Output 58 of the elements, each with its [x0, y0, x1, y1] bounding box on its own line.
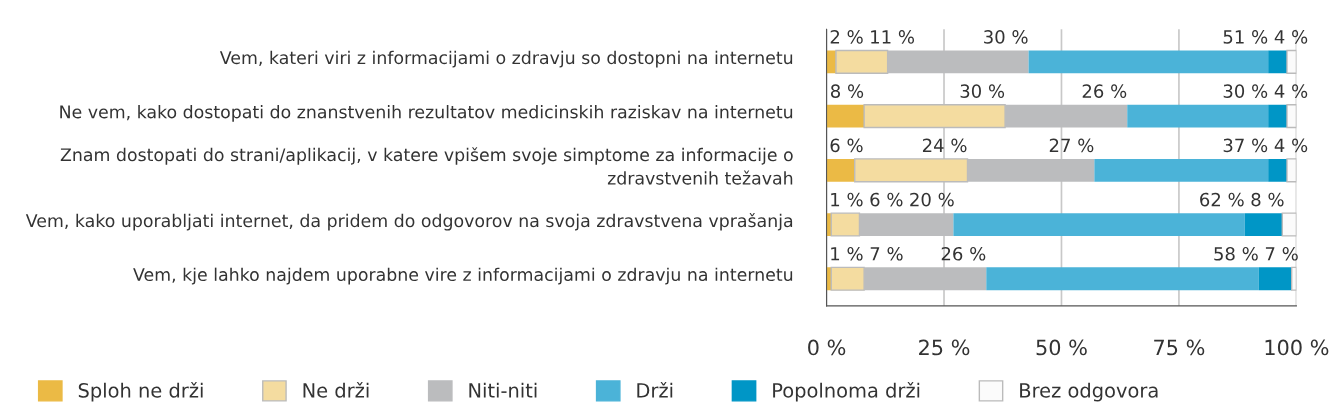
legend-label: Ne drži: [303, 381, 369, 398]
x-tick-label: 50 %: [1036, 339, 1087, 356]
legend-label: Niti-niti: [469, 382, 537, 398]
data-label: 51 %: [1223, 30, 1268, 44]
bar: [1094, 158, 1269, 182]
bar: [1286, 158, 1297, 183]
data-label: 4 %: [1274, 138, 1308, 153]
bar: [1028, 50, 1269, 74]
data-label: 1 %: [831, 246, 863, 261]
y-tick-label: Znam dostopati do strani/aplikacij, v katere vpišem svoje simptome za informacije o zdravstvenih težavah: [60, 147, 793, 185]
data-label: 1 %: [831, 192, 863, 207]
data-label: 6 %: [830, 138, 863, 153]
data-label: 6 %: [870, 192, 903, 207]
bar: [1281, 212, 1297, 237]
legend-label: Popolnoma drži: [773, 381, 920, 402]
bar: [1268, 158, 1287, 182]
x-tick-label: 0 %: [808, 339, 846, 356]
data-label: 58 %: [1214, 246, 1258, 261]
legend-label: Brez odgovora: [1020, 382, 1158, 402]
data-label: 26 %: [1082, 84, 1127, 98]
bar: [1286, 104, 1297, 129]
data-label: 24 %: [922, 138, 967, 153]
data-label: 62 %: [1200, 192, 1244, 207]
data-label: 8 %: [830, 84, 864, 98]
bar: [826, 104, 865, 128]
bar: [826, 158, 855, 182]
y-tick-label: Vem, kje lahko najdem uporabne vire z informacijami o zdravju na internetu: [133, 267, 793, 285]
data-label: 4 %: [1274, 84, 1308, 98]
y-tick-label: Ne vem, kako dostopati do znanstvenih rezultatov medicinskih raziskav na internetu: [60, 104, 793, 122]
x-tick-label: 100 %: [1265, 339, 1329, 356]
data-label: 4 %: [1274, 30, 1308, 44]
data-label: 30 %: [960, 84, 1005, 98]
data-label: 30 %: [984, 30, 1028, 44]
y-tick-label: Vem, kateri viri z informacijami o zdravju so dostopni na internetu: [219, 50, 793, 68]
data-label: 27 %: [1049, 138, 1094, 153]
data-label: 2 %: [830, 30, 863, 44]
data-label: 26 %: [941, 246, 986, 261]
data-label: 37 %: [1223, 138, 1268, 153]
data-label: 20 %: [910, 192, 954, 207]
y-tick-label: Vem, kako uporabljati internet, da pridem do odgovorov na svoja zdravstvena vprašanja: [25, 213, 793, 231]
bar: [1286, 49, 1297, 74]
bar: [1268, 104, 1287, 128]
bar: [1291, 266, 1297, 291]
bar: [953, 213, 1245, 236]
x-tick-label: 75 %: [1154, 339, 1205, 356]
data-label: 11 %: [871, 30, 915, 44]
bar: [1244, 213, 1283, 236]
data-label: 7 %: [1265, 246, 1298, 261]
legend-label: Drži: [637, 381, 673, 398]
bar: [986, 267, 1259, 291]
data-label: 30 %: [1223, 84, 1268, 98]
bar: [1258, 267, 1292, 291]
bar: [1268, 50, 1287, 74]
x-tick-label: 25 %: [919, 339, 970, 356]
legend-label: Sploh ne drži: [78, 381, 203, 402]
data-label: 7 %: [870, 246, 903, 261]
bar: [1127, 104, 1269, 128]
data-label: 8 %: [1251, 192, 1284, 207]
